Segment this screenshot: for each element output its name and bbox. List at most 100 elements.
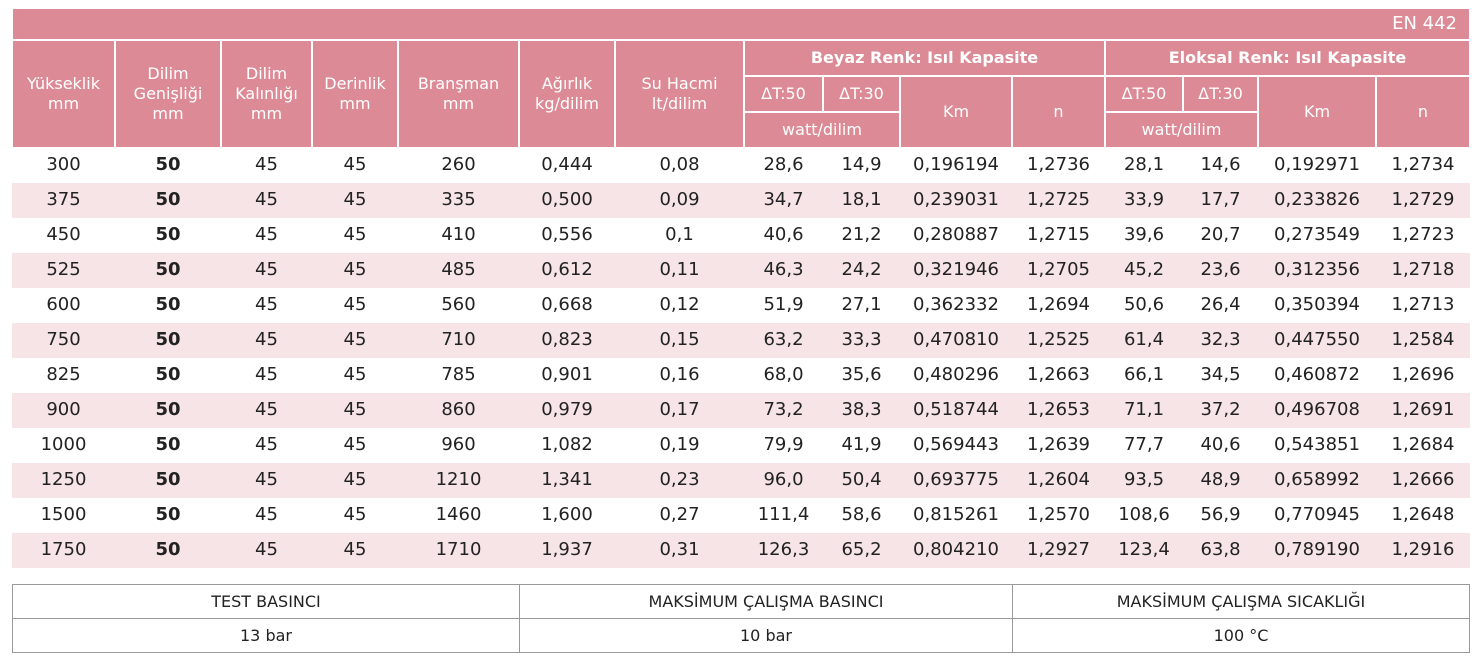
cell-text: 0,480296 [913, 364, 999, 386]
cell-text: 1,2525 [1027, 329, 1090, 351]
table-cell: 0,823 [519, 323, 615, 358]
cell-text: 1460 [435, 504, 482, 526]
cell-text: 1,2570 [1027, 504, 1090, 526]
table-cell: 50,6 [1105, 288, 1183, 323]
column-header: Ağırlık kg/dilim [520, 41, 614, 147]
table-cell: 0,196194 [900, 148, 1012, 183]
cell-text: Genişliği [133, 84, 203, 103]
table-row [12, 323, 1470, 358]
cell-text: 61,4 [1123, 329, 1165, 351]
table-cell: 18,1 [823, 183, 900, 218]
cell-text: 0,362332 [913, 294, 999, 316]
cell-text: n [1417, 102, 1429, 121]
cell-text: 45,2 [1123, 259, 1165, 281]
table-cell: 0,770945 [1258, 498, 1376, 533]
table-cell: 0,11 [615, 253, 744, 288]
cell-text: Su Hacmi [641, 74, 718, 93]
cell-text: 23,6 [1200, 259, 1241, 281]
column-header: Dilim Kalınlığı mm [222, 41, 311, 147]
table-cell: 1710 [398, 533, 519, 568]
table-cell: 1,2916 [1376, 533, 1470, 568]
standard-bar: EN 442 [13, 9, 1469, 39]
cell-text: 68,0 [763, 364, 804, 386]
cell-text: 1,600 [541, 504, 593, 526]
table-row [12, 148, 1470, 183]
cell-text: mm [339, 94, 371, 113]
table-cell: 1,2663 [1012, 358, 1105, 393]
cell-text: Kalınlığı [235, 84, 298, 103]
column-header: ΔT:50 [745, 77, 822, 111]
cell-text: 71,1 [1123, 399, 1165, 421]
spec-header: MAKSİMUM ÇALIŞMA SICAKLIĞI [1012, 584, 1470, 619]
cell-text: 0,15 [659, 329, 700, 351]
table-cell: 1,600 [519, 498, 615, 533]
cell-text: 123,4 [1118, 539, 1170, 561]
table-cell: 0,19 [615, 428, 744, 463]
table-cell: 40,6 [744, 218, 823, 253]
cell-text: 45 [343, 504, 367, 526]
table-cell: 1,341 [519, 463, 615, 498]
table-row [12, 463, 1470, 498]
cell-text: 1,2734 [1391, 154, 1455, 176]
cell-text: 13 bar [240, 625, 292, 645]
table-cell: 1250 [12, 463, 115, 498]
table-cell: 960 [398, 428, 519, 463]
table-cell: 79,9 [744, 428, 823, 463]
cell-text: 50 [155, 469, 181, 491]
cell-text: 45 [255, 294, 278, 316]
cell-text: 0,460872 [1274, 364, 1360, 386]
table-cell: 45 [221, 288, 312, 323]
table-cell: 0,693775 [900, 463, 1012, 498]
cell-text: 45 [343, 469, 367, 491]
table-cell: 26,4 [1183, 288, 1258, 323]
cell-text: 1,082 [541, 434, 593, 456]
cell-text: Beyaz Renk: Isıl Kapasite [810, 48, 1039, 67]
table-cell: 0,496708 [1258, 393, 1376, 428]
table-cell: 45 [221, 323, 312, 358]
spec-value: 100 °C [1012, 618, 1470, 653]
cell-text: n [1053, 102, 1064, 121]
cell-text: 45 [343, 189, 367, 211]
group-header: Eloksal Renk: Isıl Kapasite [1106, 41, 1469, 75]
cell-text: Eloksal Renk: Isıl Kapasite [1168, 48, 1407, 67]
table-cell: 73,2 [744, 393, 823, 428]
cell-text: 1500 [40, 504, 87, 526]
cell-text: 0,08 [659, 154, 700, 176]
table-row [12, 393, 1470, 428]
cell-text: 0,16 [659, 364, 700, 386]
table-cell: 0,470810 [900, 323, 1012, 358]
cell-text: 0,496708 [1274, 399, 1360, 421]
table-cell: 600 [12, 288, 115, 323]
table-cell: 0,350394 [1258, 288, 1376, 323]
cell-text: 45 [343, 329, 367, 351]
cell-text: 0,444 [541, 154, 593, 176]
table-cell: 1,2604 [1012, 463, 1105, 498]
cell-text: 45 [255, 259, 278, 281]
table-cell: 0,16 [615, 358, 744, 393]
cell-text: 560 [441, 294, 476, 316]
table-cell: 93,5 [1105, 463, 1183, 498]
cell-text: 45 [343, 434, 367, 456]
table-cell: 35,6 [823, 358, 900, 393]
table-cell: 32,3 [1183, 323, 1258, 358]
table-cell: 1,2684 [1376, 428, 1470, 463]
table-cell: 50 [115, 218, 221, 253]
cell-text: 50 [155, 259, 181, 281]
cell-text: 50 [155, 364, 181, 386]
cell-text: 26,4 [1200, 294, 1241, 316]
cell-text: 45 [343, 294, 367, 316]
table-row [12, 358, 1470, 393]
cell-text: 126,3 [757, 539, 810, 561]
table-cell: 1,2723 [1376, 218, 1470, 253]
cell-text: 40,6 [763, 224, 804, 246]
cell-text: 525 [46, 259, 81, 281]
cell-text: 45 [255, 434, 278, 456]
table-cell: 123,4 [1105, 533, 1183, 568]
cell-text: 750 [46, 329, 81, 351]
table-cell: 0,239031 [900, 183, 1012, 218]
cell-text: 1,2666 [1391, 469, 1455, 491]
table-cell: 1,2648 [1376, 498, 1470, 533]
cell-text: 38,3 [841, 399, 882, 421]
cell-text: 108,6 [1118, 504, 1170, 526]
table-cell: 50 [115, 498, 221, 533]
